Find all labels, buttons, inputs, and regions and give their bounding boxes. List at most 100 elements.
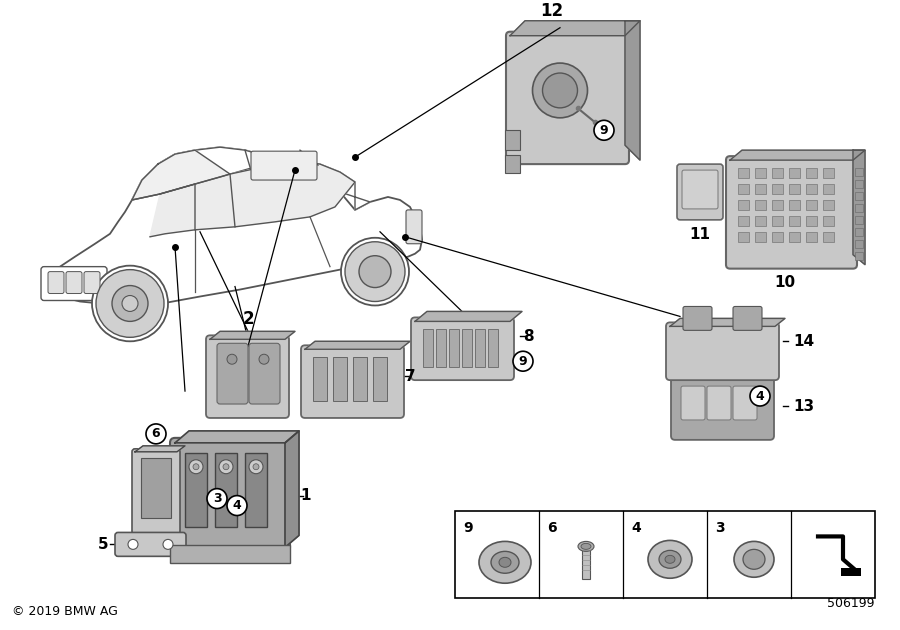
FancyBboxPatch shape (41, 266, 107, 301)
Polygon shape (415, 311, 522, 321)
Bar (789, 216, 800, 226)
Bar (772, 168, 783, 178)
Bar (772, 200, 783, 210)
Text: 3: 3 (212, 492, 221, 505)
Bar (449, 329, 459, 367)
Bar (772, 184, 783, 194)
Bar (789, 184, 800, 194)
Text: 4: 4 (631, 522, 641, 536)
Bar (772, 232, 783, 242)
Circle shape (249, 460, 263, 474)
FancyBboxPatch shape (683, 306, 712, 330)
Bar (789, 168, 800, 178)
FancyBboxPatch shape (170, 438, 290, 553)
Bar (755, 232, 766, 242)
Circle shape (227, 354, 237, 364)
Bar (855, 192, 863, 200)
Bar (455, 510, 875, 598)
FancyBboxPatch shape (249, 343, 280, 404)
Bar (373, 357, 387, 401)
Text: 5: 5 (97, 537, 108, 552)
Circle shape (128, 539, 138, 549)
Polygon shape (210, 331, 295, 340)
Ellipse shape (659, 551, 681, 568)
Circle shape (259, 354, 269, 364)
Circle shape (594, 120, 614, 140)
FancyBboxPatch shape (666, 323, 779, 380)
Circle shape (750, 386, 770, 406)
Bar (738, 232, 749, 242)
Bar (855, 216, 863, 224)
Text: 4: 4 (232, 499, 241, 512)
Bar (170, 546, 290, 563)
Bar (505, 130, 520, 150)
FancyBboxPatch shape (707, 386, 731, 420)
Bar (423, 329, 433, 367)
Polygon shape (44, 147, 422, 311)
FancyBboxPatch shape (411, 318, 514, 380)
FancyBboxPatch shape (677, 164, 723, 220)
Ellipse shape (499, 558, 511, 567)
Bar (806, 200, 817, 210)
Ellipse shape (734, 541, 774, 577)
Polygon shape (730, 150, 865, 160)
Ellipse shape (543, 73, 578, 108)
Circle shape (341, 238, 409, 306)
FancyBboxPatch shape (301, 345, 404, 418)
Ellipse shape (479, 541, 531, 583)
Bar (755, 216, 766, 226)
Bar (855, 204, 863, 212)
Bar (738, 168, 749, 178)
Text: 2: 2 (242, 311, 254, 328)
Text: © 2019 BMW AG: © 2019 BMW AG (12, 605, 118, 618)
Text: 7: 7 (405, 369, 416, 384)
Bar (772, 216, 783, 226)
Bar (738, 184, 749, 194)
Circle shape (253, 464, 259, 470)
FancyBboxPatch shape (115, 532, 186, 556)
Bar (823, 168, 834, 178)
Text: 9: 9 (599, 123, 608, 137)
Polygon shape (670, 318, 785, 326)
FancyBboxPatch shape (48, 272, 64, 294)
Polygon shape (305, 341, 410, 349)
Text: 13: 13 (793, 399, 814, 413)
Circle shape (193, 464, 199, 470)
Circle shape (223, 464, 229, 470)
Bar (823, 184, 834, 194)
FancyBboxPatch shape (206, 335, 289, 418)
FancyBboxPatch shape (733, 386, 757, 420)
Polygon shape (150, 160, 355, 237)
Text: 6: 6 (152, 427, 160, 440)
Circle shape (227, 496, 247, 515)
Bar (333, 357, 347, 401)
Bar (823, 216, 834, 226)
FancyBboxPatch shape (682, 170, 718, 209)
Polygon shape (625, 21, 640, 160)
Bar (755, 184, 766, 194)
Bar (789, 200, 800, 210)
Text: 4: 4 (756, 389, 764, 403)
Bar (855, 180, 863, 188)
Text: 1: 1 (300, 488, 310, 503)
FancyBboxPatch shape (132, 449, 180, 534)
Bar (245, 453, 267, 527)
Bar (841, 568, 861, 576)
Text: 3: 3 (715, 522, 724, 536)
Bar (789, 232, 800, 242)
Circle shape (513, 352, 533, 371)
Bar (505, 155, 520, 173)
Bar (353, 357, 367, 401)
Circle shape (96, 270, 164, 337)
Polygon shape (510, 21, 640, 36)
Bar (141, 458, 171, 517)
Text: 8: 8 (523, 329, 534, 344)
Ellipse shape (581, 544, 591, 549)
Bar (475, 329, 485, 367)
Circle shape (92, 266, 168, 341)
FancyBboxPatch shape (506, 32, 629, 164)
Ellipse shape (578, 541, 594, 551)
Ellipse shape (533, 63, 588, 118)
Text: 6: 6 (547, 522, 556, 536)
FancyBboxPatch shape (84, 272, 100, 294)
